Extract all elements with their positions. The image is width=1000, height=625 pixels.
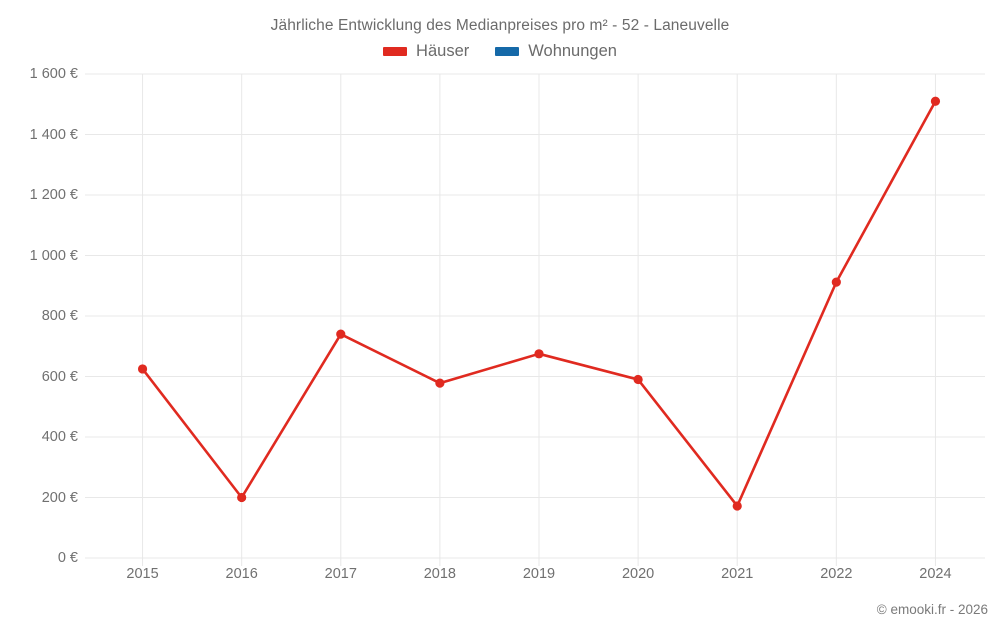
x-tick-label: 2021 xyxy=(721,566,754,582)
data-point[interactable] xyxy=(137,364,148,374)
data-point[interactable] xyxy=(633,374,643,385)
data-point[interactable] xyxy=(237,492,247,503)
legend-label-wohnungen: Wohnungen xyxy=(528,42,617,60)
x-tick-label: 2020 xyxy=(621,566,655,582)
x-gridlines xyxy=(142,74,936,566)
data-point[interactable] xyxy=(336,329,346,339)
y-tick-label: 1 200 € xyxy=(29,187,78,203)
x-tick-label: 2016 xyxy=(225,566,258,582)
legend-swatch-hauser xyxy=(383,46,408,56)
x-tick-label: 2015 xyxy=(126,566,159,582)
series-layer xyxy=(137,96,941,511)
gridlines xyxy=(85,73,985,559)
y-tick-label: 600 € xyxy=(41,368,78,385)
y-tick-label: 400 € xyxy=(41,429,78,445)
chart-title: Jährliche Entwicklung des Medianpreises … xyxy=(270,17,730,34)
y-tick-label: 800 € xyxy=(41,308,78,324)
legend-item-wohnungen[interactable]: Wohnungen xyxy=(495,43,617,60)
data-point[interactable] xyxy=(831,277,841,287)
y-tick-label: 0 € xyxy=(57,550,78,566)
chart-legend: Häuser Wohnungen xyxy=(0,43,1000,60)
y-tick-label: 1 600 € xyxy=(29,66,78,82)
data-point[interactable] xyxy=(534,349,544,359)
y-tick-label: 200 € xyxy=(41,489,78,506)
legend-item-hauser[interactable]: Häuser xyxy=(383,43,469,60)
data-point[interactable] xyxy=(930,96,941,106)
legend-label-hauser: Häuser xyxy=(416,42,470,60)
x-tick-label: 2018 xyxy=(423,566,457,582)
x-tick-label: 2017 xyxy=(324,566,357,582)
legend-swatch-wohnungen xyxy=(495,46,520,56)
data-point[interactable] xyxy=(732,501,742,511)
data-point[interactable] xyxy=(435,378,445,388)
y-tick-label: 1 400 € xyxy=(29,126,78,143)
y-tick-label: 1 000 € xyxy=(29,247,78,264)
y-axis: 0 € 200 € 400 € 600 € 800 € 1 000 € 1 200 € 1 4… xyxy=(0,0,78,625)
x-tick-label: 2019 xyxy=(522,566,556,582)
copyright-credit: © emooki.fr - 2026 xyxy=(876,602,988,617)
x-tick-label: 2024 xyxy=(919,566,952,582)
x-tick-label: 2022 xyxy=(820,566,853,582)
